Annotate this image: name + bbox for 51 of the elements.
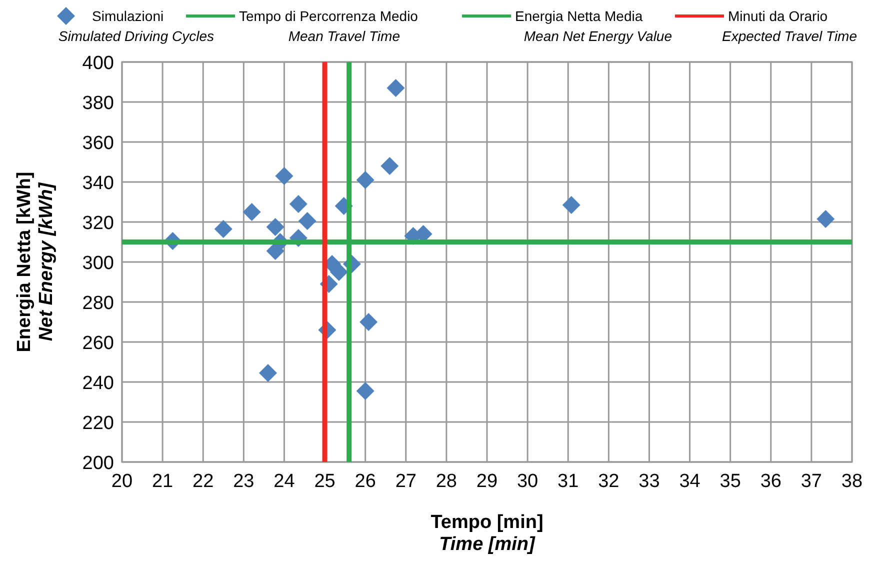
legend-label: Simulazioni Simulated Driving Cycles (58, 8, 214, 44)
point (562, 196, 580, 214)
x-tick-label: 27 (395, 471, 416, 492)
y-tick-label: 260 (82, 333, 114, 354)
y-tick-label: 320 (82, 213, 114, 234)
x-tick-label: 33 (638, 471, 660, 492)
point (386, 79, 405, 97)
point (298, 212, 316, 230)
y-tick-label: 400 (82, 53, 114, 74)
x-tick-label: 28 (436, 471, 458, 492)
x-tick-label: 25 (314, 471, 336, 492)
point (242, 203, 261, 221)
x-tick-label: 22 (192, 471, 214, 492)
y-tick-label: 220 (82, 413, 114, 434)
y-tick-label: 240 (82, 373, 114, 394)
x-tick-label: 38 (841, 471, 863, 492)
x-tick-label: 35 (720, 471, 741, 492)
legend-label: Minuti da Orario Expected Travel Time (722, 8, 858, 44)
point (380, 157, 399, 175)
y-tick-label: 380 (82, 93, 114, 114)
point (259, 364, 277, 382)
x-tick-label: 36 (760, 471, 782, 492)
point (275, 167, 294, 185)
y-tick-label: 280 (82, 293, 114, 314)
legend-label: Energia Netta Media Mean Net Energy Value (515, 8, 672, 44)
y-axis-title: Energia Netta [kWh] Net Energy [kWh] (14, 172, 57, 352)
y-tick-label: 300 (82, 253, 114, 274)
y-tick-label: 200 (82, 453, 114, 474)
point (356, 171, 374, 189)
x-axis-title: Tempo [min] Time [min] (430, 512, 544, 555)
x-tick-label: 26 (354, 471, 376, 492)
x-tick-label: 34 (679, 471, 701, 492)
x-tick-label: 20 (111, 471, 133, 492)
legend-label: Tempo di Percorrenza Medio Mean Travel Time (239, 8, 418, 44)
x-tick-label: 30 (516, 471, 538, 492)
point (356, 382, 374, 400)
point (360, 313, 378, 331)
y-tick-label: 360 (82, 133, 114, 154)
x-tick-label: 24 (274, 471, 296, 492)
point (289, 195, 308, 213)
x-tick-label: 37 (800, 471, 822, 492)
x-tick-label: 23 (233, 471, 254, 492)
y-tick-label: 340 (82, 173, 114, 194)
x-tick-label: 31 (558, 471, 579, 492)
point (816, 210, 835, 228)
x-tick-label: 21 (152, 471, 174, 492)
x-tick-label: 29 (476, 471, 498, 492)
point (330, 263, 348, 281)
point (214, 220, 232, 238)
x-tick-label: 32 (598, 471, 620, 492)
point (266, 218, 284, 236)
